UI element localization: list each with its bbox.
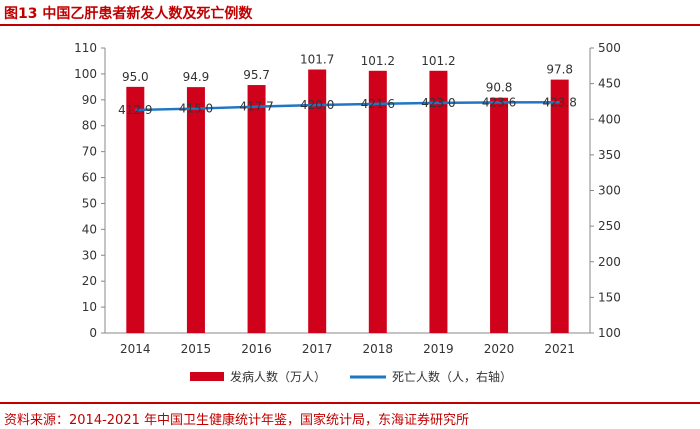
- y-left-tick-label: 50: [82, 196, 97, 210]
- bar: [368, 70, 387, 334]
- x-tick-label: 2020: [484, 342, 515, 356]
- bar: [186, 87, 205, 333]
- y-left-tick-label: 0: [89, 326, 97, 340]
- source-note: 资料来源：2014-2021 年中国卫生健康统计年鉴，国家统计局，东海证券研究所: [4, 413, 469, 428]
- y-left-tick-label: 20: [82, 274, 97, 288]
- line-value-label: 420.0: [300, 98, 334, 112]
- chart-title: 图13 中国乙肝患者新发人数及死亡例数: [4, 6, 253, 22]
- bar-value-label: 95.7: [243, 68, 270, 82]
- y-left-tick-label: 10: [82, 300, 97, 314]
- bar: [247, 85, 266, 333]
- bar-value-label: 101.2: [421, 54, 455, 68]
- x-tick-label: 2018: [363, 342, 394, 356]
- bar-value-label: 90.8: [486, 81, 513, 95]
- legend-label-bar: 发病人数（万人）: [230, 369, 326, 384]
- y-right-tick-label: 400: [598, 112, 621, 126]
- bar-value-label: 101.2: [361, 54, 395, 68]
- bar: [126, 86, 145, 333]
- legend-label-line: 死亡人数（人，右轴）: [392, 369, 512, 384]
- y-left-tick-label: 40: [82, 222, 97, 236]
- bar-value-label: 94.9: [183, 70, 210, 84]
- bar-value-label: 95.0: [122, 70, 149, 84]
- bar: [550, 79, 569, 333]
- y-right-tick-label: 250: [598, 219, 621, 233]
- line-data-labels: 412.9 415.0 417.7 420.0 421.6 423.0 423.6 423.8: [118, 95, 577, 117]
- y-left-tick-label: 80: [82, 119, 97, 133]
- line-series: [135, 101, 560, 112]
- y-right-tick-label: 350: [598, 148, 621, 162]
- bar-value-label: 101.7: [300, 53, 334, 67]
- line-path: [135, 101, 560, 112]
- line-value-label: 421.6: [361, 97, 395, 111]
- bar-series: [126, 69, 569, 334]
- line-value-label: 423.0: [421, 96, 455, 110]
- legend-swatch-bar: [190, 372, 224, 381]
- title-bar: 图13 中国乙肝患者新发人数及死亡例数: [0, 0, 700, 26]
- line-value-label: 415.0: [179, 102, 213, 116]
- bar-data-labels: 95.0 94.9 95.7 101.7 101.2 101.2 90.8 97.8: [122, 53, 573, 95]
- bar-value-label: 97.8: [546, 63, 573, 77]
- y-right-tick-label: 200: [598, 255, 621, 269]
- x-tick-label: 2014: [120, 342, 151, 356]
- bar: [429, 70, 448, 334]
- line-value-label: 423.6: [482, 95, 516, 109]
- y-right-tick-label: 300: [598, 184, 621, 198]
- y-left-tick-label: 100: [74, 67, 97, 81]
- line-value-label: 412.9: [118, 103, 152, 117]
- x-tick-label: 2021: [544, 342, 575, 356]
- line-value-label: 417.7: [239, 100, 273, 114]
- y-right-tick-label: 500: [598, 41, 621, 55]
- line-value-label: 423.8: [543, 95, 577, 109]
- legend: 发病人数（万人） 死亡人数（人，右轴）: [190, 369, 512, 384]
- bar: [490, 97, 509, 333]
- y-left-tick-label: 60: [82, 171, 97, 185]
- y-right-tick-label: 150: [598, 290, 621, 304]
- bar: [308, 69, 327, 333]
- x-tick-label: 2016: [241, 342, 272, 356]
- axes: 0 10 20 30 40 50 60 70 80 90 100 110 100 150 200 250 300…: [74, 41, 621, 356]
- x-tick-label: 2017: [302, 342, 333, 356]
- y-left-tick-label: 90: [82, 93, 97, 107]
- chart-canvas: 0 10 20 30 40 50 60 70 80 90 100 110 100 150 200 250 300…: [74, 41, 621, 384]
- y-right-tick-label: 100: [598, 326, 621, 340]
- y-left-tick-label: 70: [82, 145, 97, 159]
- y-left-tick-label: 30: [82, 248, 97, 262]
- y-left-tick-label: 110: [74, 41, 97, 55]
- x-tick-label: 2019: [423, 342, 454, 356]
- x-tick-label: 2015: [181, 342, 212, 356]
- source-bar: 资料来源：2014-2021 年中国卫生健康统计年鉴，国家统计局，东海证券研究所: [0, 402, 700, 429]
- y-right-tick-label: 450: [598, 77, 621, 91]
